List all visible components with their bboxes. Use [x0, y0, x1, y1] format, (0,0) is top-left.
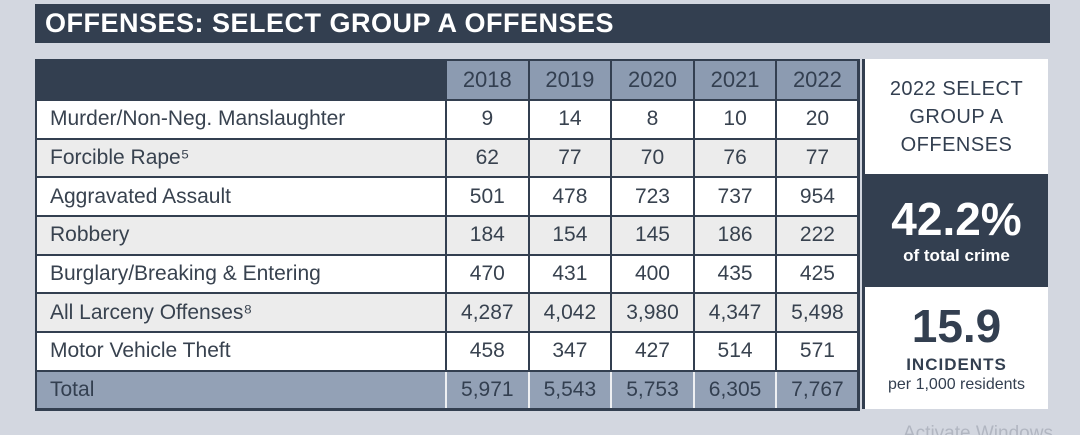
cell-value: 154 — [527, 215, 613, 256]
table-row: Aggravated Assault 501 478 723 737 954 — [35, 176, 861, 218]
table-header-row: 2018 2019 2020 2021 2022 — [35, 59, 861, 101]
cell-value: 6,305 — [692, 369, 778, 411]
cell-value: 14 — [527, 99, 613, 140]
cell-value: 8 — [610, 99, 695, 140]
summary-sidebar: 2022 SELECT GROUP A OFFENSES 42.2% of to… — [862, 59, 1048, 409]
offenses-table: 2018 2019 2020 2021 2022 Murder/Non-Neg.… — [35, 59, 861, 411]
slide-title-bar: OFFENSES: SELECT GROUP A OFFENSES — [35, 4, 1050, 43]
cell-value: 514 — [692, 331, 778, 372]
sidebar-heading: 2022 SELECT GROUP A OFFENSES — [889, 77, 1024, 156]
table-row: Forcible Rape⁵ 62 77 70 76 77 — [35, 137, 861, 179]
cell-value: 431 — [527, 253, 613, 295]
rate-callout-box: 15.9 INCIDENTS per 1,000 residents — [865, 287, 1048, 409]
cell-value: 5,498 — [775, 292, 861, 334]
cell-value: 20 — [775, 99, 861, 140]
percent-value: 42.2% — [891, 192, 1022, 245]
cell-value: 4,042 — [527, 292, 613, 334]
cell-value: 458 — [445, 331, 530, 372]
rate-value: 15.9 — [911, 299, 1002, 352]
cell-value: 954 — [775, 176, 861, 218]
percent-callout-box: 42.2% of total crime — [865, 174, 1048, 287]
row-label: Murder/Non-Neg. Manslaughter — [35, 99, 447, 140]
row-label: Motor Vehicle Theft — [35, 331, 447, 372]
table-row: Motor Vehicle Theft 458 347 427 514 571 — [35, 331, 861, 372]
cell-value: 470 — [445, 253, 530, 295]
cell-value: 70 — [610, 137, 695, 179]
cell-value: 737 — [692, 176, 778, 218]
cell-value: 7,767 — [775, 369, 861, 411]
cell-value: 723 — [610, 176, 695, 218]
year-column-header: 2021 — [692, 59, 778, 101]
cell-value: 5,753 — [610, 369, 695, 411]
row-label: All Larceny Offenses⁸ — [35, 292, 447, 334]
cell-value: 77 — [775, 137, 861, 179]
total-row: Total 5,971 5,543 5,753 6,305 7,767 — [35, 369, 861, 411]
table-row: Robbery 184 154 145 186 222 — [35, 215, 861, 256]
cell-value: 145 — [610, 215, 695, 256]
cell-value: 478 — [527, 176, 613, 218]
cell-value: 400 — [610, 253, 695, 295]
cell-value: 571 — [775, 331, 861, 372]
year-column-header: 2020 — [610, 59, 695, 101]
cell-value: 62 — [445, 137, 530, 179]
page-title: OFFENSES: SELECT GROUP A OFFENSES — [45, 8, 615, 38]
row-label: Burglary/Breaking & Entering — [35, 253, 447, 295]
cell-value: 186 — [692, 215, 778, 256]
cell-value: 4,287 — [445, 292, 530, 334]
cell-value: 184 — [445, 215, 530, 256]
year-column-header: 2019 — [527, 59, 613, 101]
cell-value: 77 — [527, 137, 613, 179]
percent-label: of total crime — [903, 245, 1010, 265]
table-corner-cell — [35, 59, 447, 101]
cell-value: 222 — [775, 215, 861, 256]
cell-value: 4,347 — [692, 292, 778, 334]
rate-label: INCIDENTS — [906, 354, 1007, 374]
row-label: Forcible Rape⁵ — [35, 137, 447, 179]
cell-value: 9 — [445, 99, 530, 140]
table-row: Murder/Non-Neg. Manslaughter 9 14 8 10 2… — [35, 99, 861, 140]
table-row: All Larceny Offenses⁸ 4,287 4,042 3,980 … — [35, 292, 861, 334]
cell-value: 10 — [692, 99, 778, 140]
row-label: Aggravated Assault — [35, 176, 447, 218]
cell-value: 501 — [445, 176, 530, 218]
cell-value: 3,980 — [610, 292, 695, 334]
row-label: Robbery — [35, 215, 447, 256]
cell-value: 425 — [775, 253, 861, 295]
activate-windows-watermark: Activate Windows — [903, 423, 1053, 435]
cell-value: 5,543 — [527, 369, 613, 411]
cell-value: 435 — [692, 253, 778, 295]
cell-value: 5,971 — [445, 369, 530, 411]
row-label: Total — [35, 369, 447, 411]
cell-value: 76 — [692, 137, 778, 179]
table-row: Burglary/Breaking & Entering 470 431 400… — [35, 253, 861, 295]
year-column-header: 2018 — [445, 59, 530, 101]
year-column-header: 2022 — [775, 59, 861, 101]
cell-value: 347 — [527, 331, 613, 372]
rate-sublabel: per 1,000 residents — [888, 375, 1025, 393]
cell-value: 427 — [610, 331, 695, 372]
